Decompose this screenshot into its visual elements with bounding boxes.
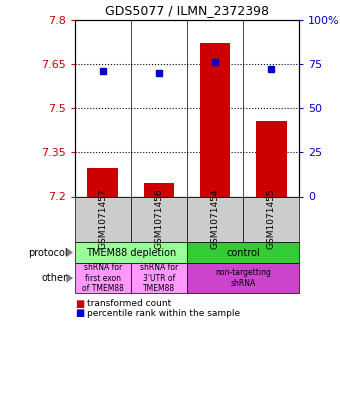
Text: shRNA for
first exon
of TMEM88: shRNA for first exon of TMEM88 (82, 263, 124, 293)
Text: percentile rank within the sample: percentile rank within the sample (87, 309, 240, 318)
Text: transformed count: transformed count (87, 299, 171, 308)
Text: TMEM88 depletion: TMEM88 depletion (86, 248, 176, 257)
Text: GSM1071454: GSM1071454 (210, 189, 220, 249)
Title: GDS5077 / ILMN_2372398: GDS5077 / ILMN_2372398 (105, 4, 269, 17)
Text: GSM1071457: GSM1071457 (98, 189, 107, 250)
Bar (143, 183, 174, 196)
Text: control: control (226, 248, 260, 257)
Bar (256, 121, 287, 196)
Text: ■: ■ (75, 308, 84, 318)
Text: non-targetting
shRNA: non-targetting shRNA (215, 268, 271, 288)
Text: GSM1071456: GSM1071456 (154, 189, 164, 250)
Text: protocol: protocol (28, 248, 68, 257)
Text: other: other (42, 273, 68, 283)
Bar (87, 169, 118, 196)
Text: shRNA for
3'UTR of
TMEM88: shRNA for 3'UTR of TMEM88 (140, 263, 178, 293)
Text: ■: ■ (75, 299, 84, 309)
Text: GSM1071455: GSM1071455 (267, 189, 276, 250)
Bar (200, 43, 231, 196)
